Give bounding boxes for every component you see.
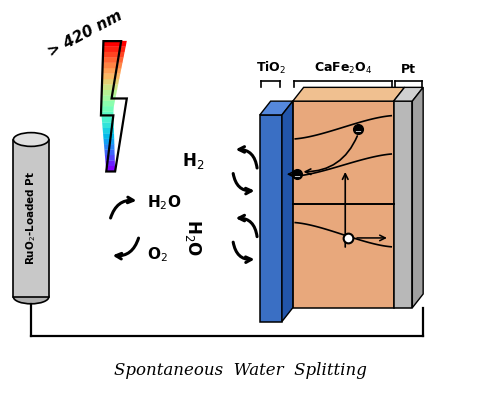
Polygon shape (101, 101, 115, 106)
Polygon shape (102, 57, 124, 63)
Polygon shape (102, 128, 114, 133)
Bar (394, 101, 412, 308)
Polygon shape (282, 101, 293, 322)
Polygon shape (104, 144, 115, 150)
Polygon shape (293, 88, 405, 101)
Polygon shape (103, 46, 126, 52)
Text: RuO$_2$-Loaded Pt: RuO$_2$-Loaded Pt (24, 171, 38, 265)
Text: H$_2$: H$_2$ (182, 151, 204, 171)
Text: Pt: Pt (401, 63, 416, 76)
Polygon shape (104, 139, 115, 144)
Polygon shape (412, 88, 423, 308)
Polygon shape (102, 90, 117, 95)
Polygon shape (102, 117, 114, 123)
Polygon shape (102, 122, 114, 128)
Ellipse shape (14, 133, 49, 147)
Bar (260, 115, 282, 322)
Ellipse shape (14, 290, 49, 304)
Text: TiO$_2$: TiO$_2$ (256, 59, 286, 76)
Polygon shape (104, 150, 115, 155)
Polygon shape (106, 160, 115, 166)
Text: Spontaneous  Water  Splitting: Spontaneous Water Splitting (114, 362, 366, 379)
Polygon shape (102, 79, 120, 85)
Polygon shape (394, 88, 423, 101)
Polygon shape (102, 84, 118, 90)
Polygon shape (102, 63, 122, 68)
Polygon shape (101, 112, 114, 117)
Polygon shape (102, 74, 120, 79)
Text: H$_2$O: H$_2$O (184, 219, 204, 257)
Text: > 420 nm: > 420 nm (46, 8, 125, 59)
Polygon shape (103, 52, 124, 57)
Text: CaFe$_2$O$_4$: CaFe$_2$O$_4$ (314, 61, 372, 76)
Polygon shape (105, 155, 115, 161)
Text: H$_2$O: H$_2$O (146, 193, 181, 212)
Polygon shape (103, 133, 114, 139)
Bar (293, 101, 394, 308)
Text: $-$: $-$ (354, 125, 362, 134)
Text: $-$: $-$ (292, 170, 301, 179)
Polygon shape (102, 68, 122, 74)
Polygon shape (101, 106, 114, 112)
Polygon shape (106, 166, 115, 171)
Bar (14, 139, 49, 297)
Polygon shape (260, 101, 293, 115)
Polygon shape (101, 95, 116, 101)
Text: O$_2$: O$_2$ (146, 246, 168, 265)
Polygon shape (103, 41, 127, 47)
